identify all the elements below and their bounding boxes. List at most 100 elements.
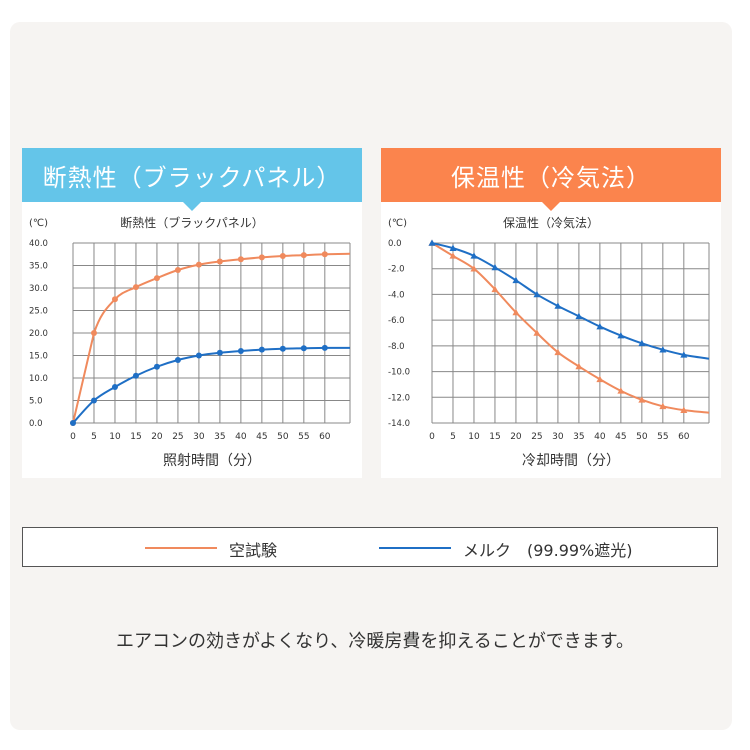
y-tick-label: -8.0 [388,342,405,352]
y-tick-label: 0.0 [388,239,402,249]
y-tick-label: -2.0 [388,265,405,275]
x-tick-label: 55 [657,432,668,442]
data-point [279,345,286,352]
x-tick-label: 15 [130,432,141,442]
data-point [470,252,478,259]
x-tick-label: 20 [151,432,163,442]
x-tick-label: 55 [298,432,309,442]
data-point [321,251,328,258]
x-tick-label: 15 [489,432,500,442]
data-point [195,261,202,268]
y-tick-label: -4.0 [388,290,405,300]
x-tick-label: 20 [510,432,522,442]
x-tick-label: 5 [91,432,97,442]
y-tick-label: 25.0 [29,307,48,317]
legend-label-series2: メルク (99.99%遮光) [463,541,633,560]
data-point [279,253,286,260]
x-tick-label: 45 [256,432,267,442]
data-point [132,372,139,379]
data-point [512,276,520,284]
data-point [491,285,499,293]
legend-label-series1: 空試験 [229,541,278,560]
data-point [321,344,328,351]
data-point [680,351,688,358]
x-tick-label: 10 [468,432,480,442]
data-point [449,244,457,251]
y-tick-label: -12.0 [388,393,410,403]
header-pointer [542,202,560,211]
y-tick-label: -6.0 [388,316,405,326]
legend-line-series1 [145,547,217,549]
data-point [153,363,160,370]
x-tick-label: 25 [172,432,183,442]
data-point [174,357,181,363]
header-pointer [183,202,201,211]
data-point [617,387,625,394]
y-tick-label: 35.0 [29,262,48,272]
x-tick-label: 60 [319,432,331,442]
data-point [111,384,118,390]
data-point [533,329,541,336]
data-point [258,254,265,261]
data-point [575,362,583,370]
data-point [638,396,646,403]
data-point [659,402,667,410]
insulation-panel: 断熱性（ブラックパネル） (℃) 断熱性（ブラックパネル） 0.0 5.0 10.0 15… [22,148,362,478]
data-point [491,263,499,271]
data-point [90,330,97,336]
data-point [512,308,520,316]
heat-retention-header-title: 保温性（冷気法） [451,163,651,192]
y-tick-label: 10.0 [29,374,48,384]
y-tick-label: -14.0 [388,419,410,429]
data-point [70,420,76,426]
data-point [174,267,181,273]
heat-retention-panel: 保温性（冷気法） (℃) 保温性（冷気法） 0.0 -2.0 -4.0 -6.0 -8.0 -… [381,148,721,478]
x-tick-label: 30 [552,432,564,442]
chart-title: 保温性（冷気法） [503,215,599,230]
data-point [132,284,139,291]
data-point [428,239,436,246]
heat-retention-chart: (℃) 保温性（冷気法） 0.0 -2.0 -4.0 -6.0 -8.0 -10.0 -12.0… [388,215,710,469]
x-tick-label: 35 [214,432,225,442]
data-point [153,275,160,282]
data-point [258,346,265,353]
data-point [216,349,223,356]
y-unit-label: (℃) [388,218,407,229]
x-tick-label: 35 [573,432,584,442]
x-tick-label: 0 [429,432,435,442]
insulation-chart: (℃) 断熱性（ブラックパネル） 0.0 5.0 10.0 15.0 20.0 25.0 30.… [29,215,351,469]
data-point [533,290,541,298]
data-point [300,345,307,352]
y-tick-label: 30.0 [29,284,48,294]
y-tick-label: 15.0 [29,352,48,362]
data-point [680,406,688,413]
data-point [449,252,457,259]
data-point [216,258,223,265]
x-tick-label: 50 [277,432,289,442]
y-tick-label: 5.0 [29,397,43,407]
data-point [195,352,202,359]
chart-title: 断熱性（ブラックパネル） [120,215,263,230]
data-point [90,397,97,404]
x-tick-label: 40 [235,432,247,442]
data-point [596,323,604,330]
x-axis-label: 冷却時間（分） [522,453,620,469]
insulation-header: 断熱性（ブラックパネル） [22,148,362,211]
x-tick-label: 0 [70,432,76,442]
legend: 空試験 メルク (99.99%遮光) [22,527,718,567]
y-unit-label: (℃) [29,218,48,229]
x-tick-label: 50 [636,432,648,442]
y-tick-label: 20.0 [29,329,48,339]
x-tick-label: 45 [615,432,626,442]
data-point [617,332,625,339]
insulation-header-title: 断熱性（ブラックパネル） [42,163,342,192]
y-tick-label: 0.0 [29,419,43,429]
data-point [659,346,667,353]
data-point [575,312,583,320]
x-tick-label: 25 [531,432,542,442]
data-point [300,252,307,259]
data-point [237,256,244,263]
x-tick-label: 60 [678,432,690,442]
y-tick-label: -10.0 [388,368,410,378]
x-tick-label: 10 [109,432,121,442]
